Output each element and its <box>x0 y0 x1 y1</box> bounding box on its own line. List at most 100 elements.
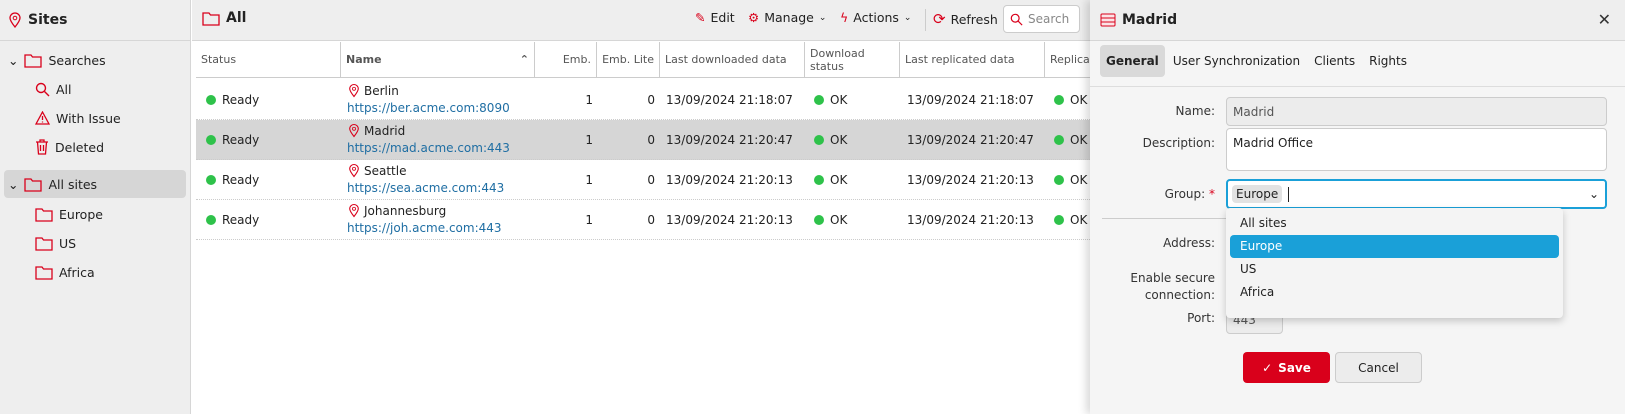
last-replicated-cell: 13/09/2024 21:20:13 <box>907 213 1034 227</box>
column-header-status[interactable]: Status <box>196 42 341 77</box>
cancel-button[interactable]: Cancel <box>1335 352 1422 383</box>
header-divider <box>196 77 1092 78</box>
site-name: Johannesburg <box>364 203 447 218</box>
pencil-icon: ✎ <box>695 10 706 25</box>
sidebar-item-label: All <box>56 81 72 97</box>
replication-status-cell: OK <box>1054 173 1087 187</box>
close-icon[interactable]: ✕ <box>1597 10 1611 29</box>
map-pin-icon <box>349 123 359 138</box>
chevron-down-icon[interactable]: ⌄ <box>1588 187 1599 201</box>
site-url[interactable]: https://mad.acme.com:443 <box>347 141 510 155</box>
description-value: Madrid Office <box>1233 136 1314 150</box>
chevron-down-icon[interactable]: ⌄ <box>8 52 19 68</box>
replication-status-cell: OK <box>1054 93 1087 107</box>
status-dot <box>814 175 824 185</box>
folder-icon <box>35 236 53 251</box>
download-status-text: OK <box>830 133 848 147</box>
column-header-emb[interactable]: Emb. <box>535 42 597 77</box>
sidebar-item-with-issue[interactable]: With Issue <box>35 104 121 132</box>
table-row[interactable]: Ready Berlin https://ber.acme.com:8090 1 0 13… <box>196 80 1092 120</box>
site-url[interactable]: https://joh.acme.com:443 <box>347 221 502 235</box>
warning-icon <box>35 111 50 125</box>
status-dot <box>206 95 216 105</box>
sidebar-item-africa[interactable]: Africa <box>35 258 95 286</box>
emb-lite-cell: 0 <box>647 173 655 187</box>
edit-button[interactable]: ✎ Edit <box>695 10 735 25</box>
lightning-icon: ϟ <box>840 10 849 25</box>
group-option-all-sites[interactable]: All sites <box>1240 216 1287 230</box>
sidebar: Sites ⌄ Searches All With Issue Deleted ⌄… <box>0 0 191 414</box>
status-cell: Ready <box>206 173 259 187</box>
sidebar-item-europe[interactable]: Europe <box>35 200 103 228</box>
site-url[interactable]: https://ber.acme.com:8090 <box>347 101 510 115</box>
site-detail-panel: Madrid ✕ General User Synchronization Cl… <box>1090 0 1625 414</box>
status-cell: Ready <box>206 93 259 107</box>
actions-button[interactable]: ϟ Actions ⌄ <box>840 10 911 25</box>
sidebar-item-all-sites[interactable]: ⌄ All sites <box>4 170 186 198</box>
page-title: All <box>202 10 246 26</box>
name-value: Madrid <box>1233 104 1275 119</box>
group-dropdown: All sites Europe US Africa <box>1226 208 1563 318</box>
group-label-text: Group: <box>1164 187 1206 201</box>
last-replicated-cell: 13/09/2024 21:18:07 <box>907 93 1034 107</box>
group-chip[interactable]: Europe <box>1232 185 1283 203</box>
secure-label-line2: connection: <box>1144 288 1215 302</box>
column-header-last-downloaded[interactable]: Last downloaded data <box>660 42 805 77</box>
status-dot <box>814 135 824 145</box>
sidebar-item-searches[interactable]: ⌄ Searches <box>8 46 106 74</box>
folder-icon <box>35 265 53 280</box>
emb-cell: 1 <box>585 133 593 147</box>
column-header-emb-lite[interactable]: Emb. Lite <box>597 42 660 77</box>
refresh-button[interactable]: ⟳ Refresh <box>933 10 998 28</box>
download-status-cell: OK <box>814 173 847 187</box>
status-dot <box>1054 135 1064 145</box>
tabs-divider <box>1090 86 1625 87</box>
column-header-name[interactable]: Name ⌃ <box>341 42 535 77</box>
sidebar-item-label: US <box>59 235 77 251</box>
sidebar-item-all[interactable]: All <box>35 75 72 103</box>
secure-label-line1: Enable secure <box>1130 271 1215 285</box>
description-field[interactable]: Madrid Office <box>1226 128 1607 171</box>
manage-label: Manage <box>764 10 814 25</box>
actions-label: Actions <box>853 10 899 25</box>
group-option-africa[interactable]: Africa <box>1240 285 1275 299</box>
status-text: Ready <box>222 173 260 187</box>
emb-cell: 1 <box>585 93 593 107</box>
gear-icon: ⚙ <box>748 10 760 25</box>
page-title-text: All <box>226 10 247 26</box>
chevron-down-icon[interactable]: ⌄ <box>8 176 19 192</box>
group-option-us[interactable]: US <box>1240 262 1257 276</box>
manage-button[interactable]: ⚙ Manage ⌄ <box>748 10 826 25</box>
table-row[interactable]: Ready Johannesburg https://joh.acme.com:44… <box>196 200 1092 240</box>
column-header-download-status[interactable]: Download status <box>805 42 900 77</box>
map-pin-icon <box>349 203 359 218</box>
trash-icon <box>36 139 48 155</box>
site-url[interactable]: https://sea.acme.com:443 <box>347 181 505 195</box>
tab-user-synchronization[interactable]: User Synchronization <box>1172 54 1301 68</box>
server-icon <box>1100 13 1116 27</box>
name-field[interactable]: Madrid <box>1226 97 1607 126</box>
search-input[interactable]: Search <box>1003 5 1080 33</box>
download-status-text: OK <box>830 173 848 187</box>
group-option-europe[interactable]: Europe <box>1230 235 1559 258</box>
map-pin-icon <box>349 163 359 178</box>
column-header-replication[interactable]: Replicat <box>1050 53 1095 66</box>
status-dot <box>1054 95 1064 105</box>
table-row[interactable]: Ready Madrid https://mad.acme.com:443 1 0 13/… <box>196 120 1092 160</box>
sidebar-item-us[interactable]: US <box>35 229 76 257</box>
sidebar-item-label: Africa <box>59 264 95 280</box>
table-row[interactable]: Ready Seattle https://sea.acme.com:443 1 0 13… <box>196 160 1092 200</box>
tab-general[interactable]: General <box>1100 45 1165 77</box>
save-label: Save <box>1278 360 1311 375</box>
column-header-last-replicated[interactable]: Last replicated data <box>900 42 1045 77</box>
sidebar-item-deleted[interactable]: Deleted <box>35 133 104 161</box>
refresh-icon: ⟳ <box>933 10 946 28</box>
tab-clients[interactable]: Clients <box>1314 54 1356 68</box>
name-cell: Berlin <box>348 83 399 98</box>
save-button[interactable]: ✓ Save <box>1243 352 1330 383</box>
group-select[interactable]: Europe ⌄ <box>1226 179 1607 209</box>
sidebar-item-label: Searches <box>48 52 106 68</box>
toolbar-divider <box>925 9 926 31</box>
tab-rights[interactable]: Rights <box>1369 54 1407 68</box>
status-dot <box>814 95 824 105</box>
